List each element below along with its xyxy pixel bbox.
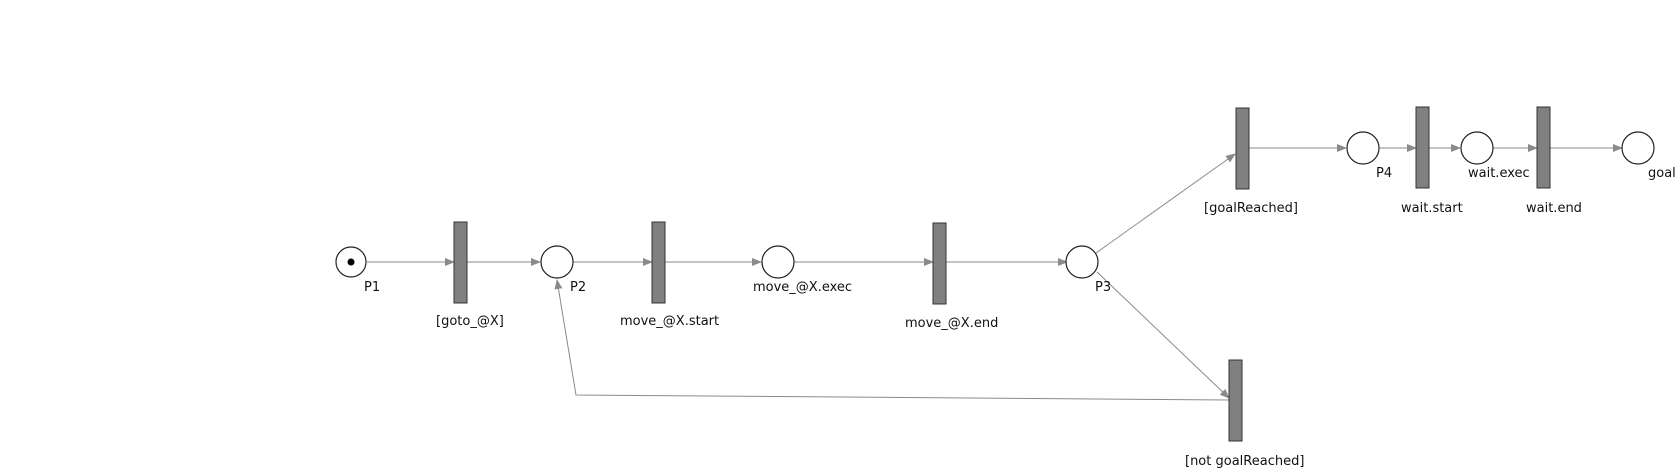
place-wait-exec[interactable] xyxy=(1460,131,1494,165)
token xyxy=(347,258,355,266)
label-wait-end: wait.end xyxy=(1526,201,1582,216)
transition-notgoalreached[interactable] xyxy=(1228,359,1243,442)
place-p3[interactable] xyxy=(1065,245,1099,279)
place-p2[interactable] xyxy=(540,245,574,279)
transition-wait-end[interactable] xyxy=(1536,106,1551,189)
label-move-end: move_@X.end xyxy=(905,316,998,331)
place-move-exec[interactable] xyxy=(761,245,795,279)
transition-goalreached[interactable] xyxy=(1235,107,1250,190)
arc-p3-to-goalreached xyxy=(1095,153,1236,254)
label-move-exec: move_@X.exec xyxy=(753,280,852,295)
label-p2: P2 xyxy=(570,280,586,295)
label-wait-start: wait.start xyxy=(1401,201,1463,216)
label-p1: P1 xyxy=(364,280,380,295)
place-p1[interactable] xyxy=(335,246,367,278)
transition-wait-start[interactable] xyxy=(1415,106,1430,189)
label-p4: P4 xyxy=(1376,166,1392,181)
transition-move-end[interactable] xyxy=(932,222,947,305)
label-goto: [goto_@X] xyxy=(436,314,504,329)
label-notgoalreached: [not goalReached] xyxy=(1185,454,1304,469)
label-p3: P3 xyxy=(1095,280,1111,295)
arc-notgoalreached-to-p2 xyxy=(554,279,1230,401)
place-goal[interactable] xyxy=(1621,131,1655,165)
label-move-start: move_@X.start xyxy=(620,314,719,329)
label-goalreached: [goalReached] xyxy=(1204,201,1298,216)
arc-p3-to-notgoalreached xyxy=(1096,271,1230,399)
label-wait-exec: wait.exec xyxy=(1468,166,1530,181)
label-goal: goal xyxy=(1648,166,1676,181)
place-p4[interactable] xyxy=(1346,131,1380,165)
transition-move-start[interactable] xyxy=(651,221,666,304)
transition-goto[interactable] xyxy=(453,221,468,304)
